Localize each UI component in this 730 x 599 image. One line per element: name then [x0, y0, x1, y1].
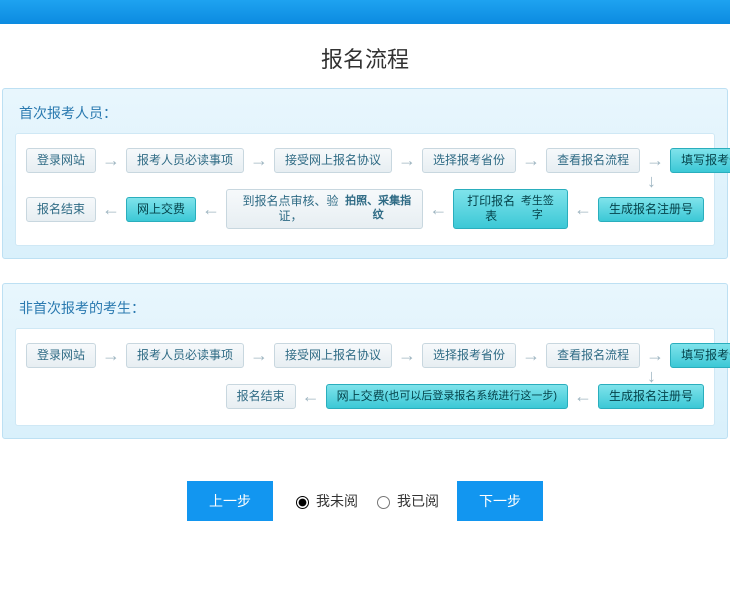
- flow-node: 到报名点审核、验证，拍照、采集指纹: [226, 189, 423, 229]
- arrow-right-icon: →: [522, 345, 540, 366]
- radio-unread-text: 我未阅: [316, 491, 358, 511]
- flow-row: 登录网站→报考人员必读事项→接受网上报名协议→选择报考省份→查看报名流程→填写报…: [26, 148, 704, 173]
- arrow-left-icon: ←: [429, 199, 447, 220]
- flow-box: 登录网站→报考人员必读事项→接受网上报名协议→选择报考省份→查看报名流程→填写报…: [15, 328, 715, 426]
- flow-node: 查看报名流程: [546, 148, 640, 173]
- arrow-down-icon: ↓: [647, 173, 656, 189]
- arrow-left-icon: ←: [574, 199, 592, 220]
- next-button[interactable]: 下一步: [457, 481, 543, 521]
- flow-node: 接受网上报名协议: [274, 148, 392, 173]
- flow-node: 选择报考省份: [422, 343, 516, 368]
- flow-node: 网上交费(也可以后登录报名系统进行这一步): [326, 384, 568, 409]
- flow-box: 登录网站→报考人员必读事项→接受网上报名协议→选择报考省份→查看报名流程→填写报…: [15, 133, 715, 246]
- down-connector: ↓: [26, 173, 704, 189]
- flow-node: 登录网站: [26, 343, 96, 368]
- arrow-left-icon: ←: [574, 386, 592, 407]
- panel-title: 非首次报考的考生：: [19, 298, 711, 318]
- flow-node: 报考人员必读事项: [126, 343, 244, 368]
- arrow-right-icon: →: [398, 150, 416, 171]
- flow-node: 登录网站: [26, 148, 96, 173]
- prev-button[interactable]: 上一步: [187, 481, 273, 521]
- flow-node: 查看报名流程: [546, 343, 640, 368]
- read-status-radiogroup: 我未阅 我已阅: [291, 491, 439, 511]
- radio-read[interactable]: [377, 496, 390, 509]
- flow-node: 填写报考信息: [670, 148, 730, 173]
- flow-node: 打印报名表考生签字: [453, 189, 568, 229]
- flow-node: 接受网上报名协议: [274, 343, 392, 368]
- radio-read-text: 我已阅: [397, 491, 439, 511]
- flow-node: 生成报名注册号: [598, 197, 704, 222]
- flow-panel: 首次报考人员： 登录网站 → 报考人员必读事项 → 接受网上报名协议 → 选择报考省份 → 查看报…: [2, 88, 728, 259]
- flow-panel: 非首次报考的考生： 登录网站 → 报考人员必读事项 → 接受网上报名协议 → 选择报考省份 → 查…: [2, 283, 728, 439]
- arrow-right-icon: →: [250, 345, 268, 366]
- flow-row: 报名结束 ← 网上交费(也可以后登录报名系统进行这一步) ← 生成报名注册号: [26, 384, 704, 409]
- arrow-right-icon: →: [398, 345, 416, 366]
- flow-node: 报考人员必读事项: [126, 148, 244, 173]
- flow-node: 报名结束: [26, 197, 96, 222]
- radio-unread[interactable]: [296, 496, 309, 509]
- radio-read-label[interactable]: 我已阅: [372, 491, 439, 511]
- panel-title: 首次报考人员：: [19, 103, 711, 123]
- flow-node: 网上交费: [126, 197, 196, 222]
- flow-row: 登录网站→报考人员必读事项→接受网上报名协议→选择报考省份→查看报名流程→填写报…: [26, 343, 704, 368]
- arrow-left-icon: ←: [302, 386, 320, 407]
- arrow-right-icon: →: [250, 150, 268, 171]
- footer-controls: 上一步 我未阅 我已阅 下一步: [0, 463, 730, 545]
- flow-node: 选择报考省份: [422, 148, 516, 173]
- flow-node: 报名结束: [226, 384, 296, 409]
- arrow-right-icon: →: [522, 150, 540, 171]
- arrow-right-icon: →: [102, 150, 120, 171]
- flow-node: 填写报考信息: [670, 343, 730, 368]
- top-bar: [0, 0, 730, 24]
- flow-row: 报名结束 ← 网上交费 ← 到报名点审核、验证，拍照、采集指纹 ← 打印报名表考生签字 ← 生成…: [26, 189, 704, 229]
- arrow-left-icon: ←: [202, 199, 220, 220]
- arrow-right-icon: →: [102, 345, 120, 366]
- arrow-down-icon: ↓: [647, 368, 656, 384]
- arrow-right-icon: →: [646, 150, 664, 171]
- radio-unread-label[interactable]: 我未阅: [291, 491, 358, 511]
- arrow-right-icon: →: [646, 345, 664, 366]
- arrow-left-icon: ←: [102, 199, 120, 220]
- flow-node: 生成报名注册号: [598, 384, 704, 409]
- down-connector: ↓: [26, 368, 704, 384]
- page-title: 报名流程: [0, 24, 730, 88]
